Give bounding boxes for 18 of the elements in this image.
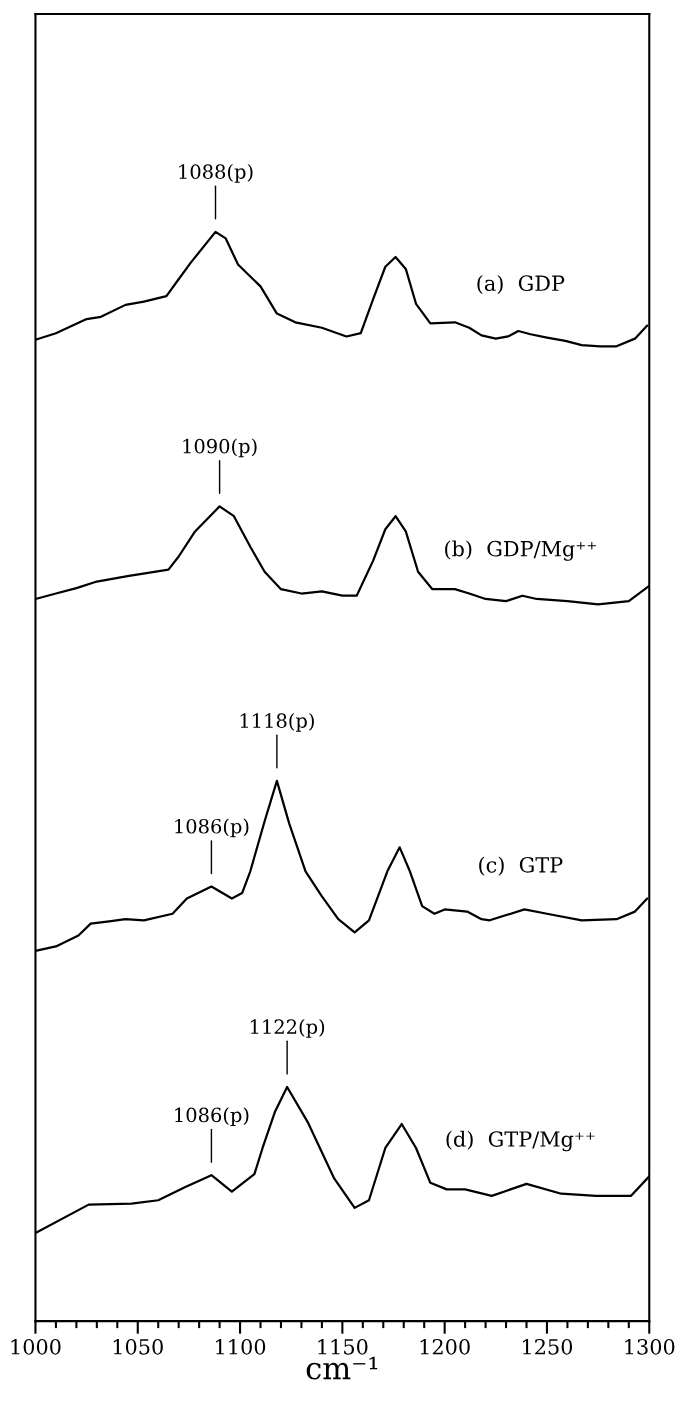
annotation: 1086(p) — [175, 818, 249, 838]
x-tick-label: 1100 — [216, 1338, 266, 1355]
series-label: (a) GDP — [477, 274, 565, 294]
series-label: (b) GDP/Mg⁺⁺ — [445, 540, 596, 561]
x-tick-label: 1150 — [318, 1338, 368, 1355]
x-tick-label: 1050 — [113, 1338, 163, 1355]
series-label: (d) GTP/Mg⁺⁺ — [446, 1130, 595, 1152]
x-axis-title: cm⁻¹ — [306, 1356, 378, 1380]
annotation: 1090(p) — [183, 438, 257, 458]
annotation: 1086(p) — [175, 1107, 249, 1127]
annotation: 1122(p) — [250, 1018, 325, 1038]
x-tick-label: 1300 — [625, 1338, 675, 1355]
annotation: 1088(p) — [179, 163, 253, 183]
x-tick-label: 1200 — [420, 1338, 470, 1355]
series-label: (c) GTP — [479, 856, 563, 876]
x-tick-label: 1000 — [11, 1338, 61, 1355]
annotation: 1118(p) — [240, 712, 314, 732]
x-tick-label: 1250 — [523, 1338, 573, 1355]
